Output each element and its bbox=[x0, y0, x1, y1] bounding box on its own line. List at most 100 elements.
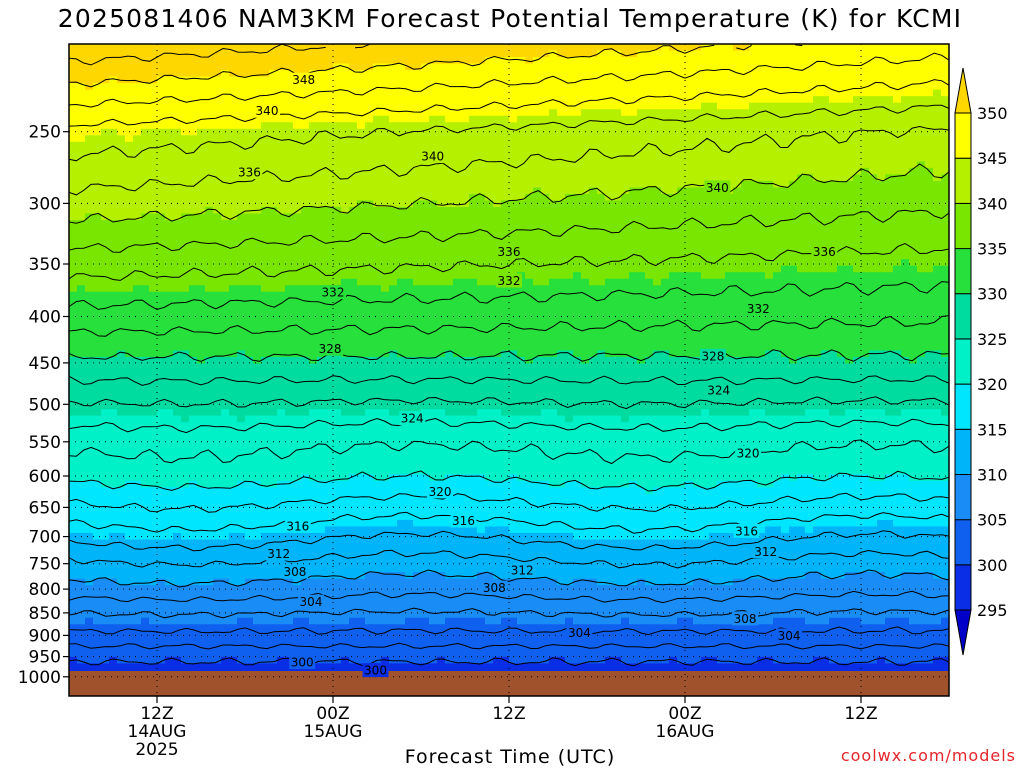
field-cell bbox=[133, 396, 142, 404]
field-cell bbox=[389, 174, 398, 182]
field-cell bbox=[125, 480, 134, 488]
field-cell bbox=[365, 350, 374, 358]
field-cell bbox=[285, 330, 294, 338]
field-cell bbox=[117, 96, 126, 104]
field-cell bbox=[109, 663, 118, 671]
field-cell bbox=[333, 663, 342, 671]
field-cell bbox=[253, 200, 262, 208]
field-cell bbox=[437, 559, 446, 567]
field-cell bbox=[261, 474, 270, 482]
field-cell bbox=[189, 187, 198, 195]
field-cell bbox=[397, 311, 406, 319]
field-cell bbox=[205, 513, 214, 521]
field-cell bbox=[341, 298, 350, 306]
field-cell bbox=[341, 415, 350, 423]
field-cell bbox=[189, 493, 198, 501]
field-cell bbox=[285, 226, 294, 234]
field-cell bbox=[189, 324, 198, 332]
field-cell bbox=[149, 298, 158, 306]
field-cell bbox=[253, 324, 262, 332]
field-cell bbox=[349, 207, 358, 215]
field-cell bbox=[317, 611, 326, 619]
field-cell bbox=[181, 70, 190, 78]
field-cell bbox=[373, 285, 382, 293]
field-cell bbox=[165, 461, 174, 469]
field-cell bbox=[245, 83, 254, 91]
field-cell bbox=[261, 487, 270, 495]
field-cell bbox=[93, 461, 102, 469]
field-cell bbox=[261, 663, 270, 671]
field-cell bbox=[109, 630, 118, 638]
field-cell bbox=[85, 109, 94, 117]
field-cell bbox=[101, 435, 110, 443]
field-cell bbox=[261, 630, 270, 638]
field-cell bbox=[397, 526, 406, 534]
field-cell bbox=[77, 356, 86, 365]
field-cell bbox=[253, 591, 262, 599]
field-cell bbox=[69, 643, 78, 651]
field-cell bbox=[357, 363, 366, 371]
field-cell bbox=[85, 187, 94, 195]
field-cell bbox=[325, 513, 334, 521]
field-cell bbox=[189, 552, 198, 560]
field-cell bbox=[421, 585, 430, 593]
field-cell bbox=[141, 650, 150, 658]
field-cell bbox=[317, 435, 326, 443]
field-cell bbox=[69, 83, 78, 91]
field-cell bbox=[317, 474, 326, 482]
field-cell bbox=[149, 441, 158, 449]
field-cell bbox=[261, 415, 270, 423]
field-cell bbox=[93, 233, 102, 241]
field-cell bbox=[93, 187, 102, 195]
field-cell bbox=[349, 370, 358, 378]
field-cell bbox=[341, 272, 350, 280]
field-cell bbox=[261, 591, 270, 599]
field-cell bbox=[205, 278, 214, 286]
field-cell bbox=[173, 422, 182, 430]
field-cell bbox=[109, 83, 118, 91]
field-cell bbox=[221, 207, 230, 215]
field-cell bbox=[341, 363, 350, 371]
field-cell bbox=[261, 174, 270, 182]
field-cell bbox=[461, 402, 470, 410]
field-cell bbox=[213, 448, 222, 456]
field-cell bbox=[317, 63, 326, 71]
field-cell bbox=[309, 396, 318, 404]
field-cell bbox=[149, 304, 158, 312]
field-cell bbox=[149, 428, 158, 436]
field-cell bbox=[181, 578, 190, 586]
field-cell bbox=[453, 611, 462, 619]
field-cell bbox=[389, 578, 398, 586]
field-cell bbox=[373, 572, 382, 580]
field-cell bbox=[421, 435, 430, 443]
field-cell bbox=[93, 89, 102, 97]
field-cell bbox=[261, 83, 270, 91]
field-cell bbox=[389, 220, 398, 228]
field-cell bbox=[69, 487, 78, 495]
field-cell bbox=[389, 487, 398, 495]
field-cell bbox=[213, 428, 222, 436]
field-cell bbox=[245, 441, 254, 449]
field-cell bbox=[245, 154, 254, 162]
field-cell bbox=[125, 513, 134, 521]
field-cell bbox=[229, 552, 238, 560]
field-cell bbox=[133, 506, 142, 515]
field-cell bbox=[317, 76, 326, 84]
field-cell bbox=[373, 161, 382, 169]
field-cell bbox=[221, 454, 230, 462]
field-cell bbox=[269, 252, 278, 260]
field-cell bbox=[165, 259, 174, 267]
field-cell bbox=[197, 128, 206, 136]
field-cell bbox=[317, 324, 326, 332]
field-cell bbox=[285, 220, 294, 228]
field-cell bbox=[149, 246, 158, 254]
field-cell bbox=[301, 57, 310, 65]
field-cell bbox=[229, 630, 238, 638]
field-cell bbox=[133, 57, 142, 65]
field-cell bbox=[293, 298, 302, 306]
field-cell bbox=[413, 50, 422, 58]
field-cell bbox=[381, 50, 390, 58]
field-cell bbox=[237, 506, 246, 515]
field-cell bbox=[349, 389, 358, 397]
field-cell bbox=[325, 428, 334, 436]
